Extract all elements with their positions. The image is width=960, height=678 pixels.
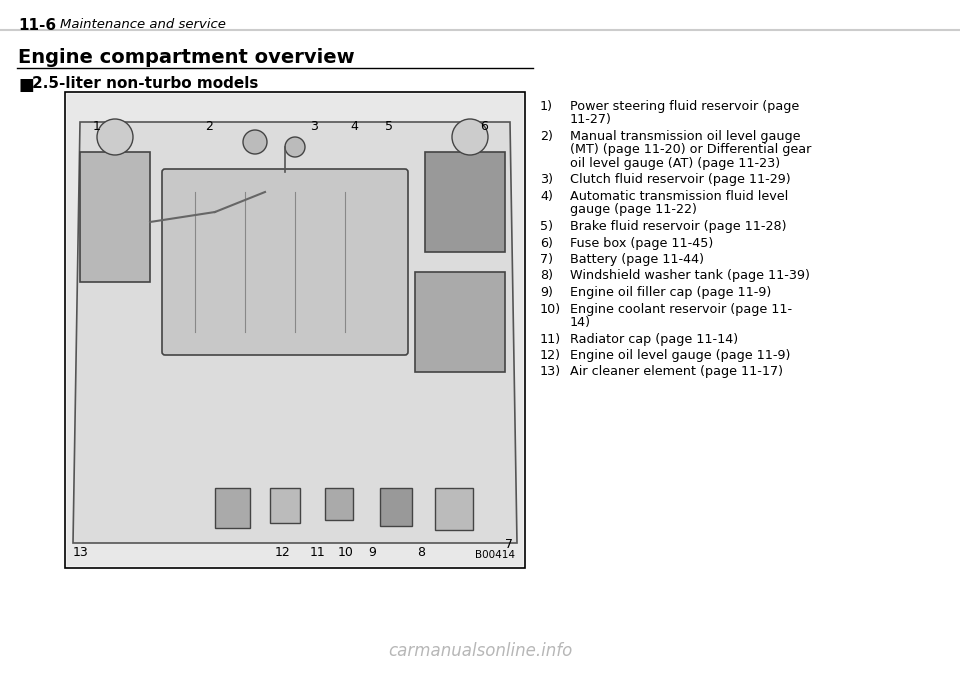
Bar: [80, 152, 150, 282]
Text: 4: 4: [350, 120, 358, 133]
Circle shape: [97, 119, 133, 155]
Text: 4): 4): [540, 190, 553, 203]
Text: 1: 1: [93, 120, 101, 133]
Bar: [435, 488, 473, 530]
Bar: [65, 92, 525, 568]
Text: Windshield washer tank (page 11-39): Windshield washer tank (page 11-39): [570, 269, 810, 283]
Text: 7: 7: [505, 538, 513, 551]
Text: 9): 9): [540, 286, 553, 299]
Text: 5: 5: [385, 120, 393, 133]
Text: Engine oil level gauge (page 11-9): Engine oil level gauge (page 11-9): [570, 349, 790, 362]
Polygon shape: [73, 122, 517, 543]
Text: oil level gauge (AT) (page 11-23): oil level gauge (AT) (page 11-23): [570, 157, 780, 170]
Text: gauge (page 11-22): gauge (page 11-22): [570, 203, 697, 216]
Text: 6): 6): [540, 237, 553, 250]
Text: 13: 13: [73, 546, 88, 559]
Text: 6: 6: [480, 120, 488, 133]
Text: 3: 3: [310, 120, 318, 133]
Text: 11: 11: [310, 546, 325, 559]
Bar: [380, 488, 412, 526]
Text: Maintenance and service: Maintenance and service: [60, 18, 226, 31]
Text: Manual transmission oil level gauge: Manual transmission oil level gauge: [570, 130, 801, 143]
Text: Clutch fluid reservoir (page 11-29): Clutch fluid reservoir (page 11-29): [570, 174, 791, 186]
Text: (MT) (page 11-20) or Differential gear: (MT) (page 11-20) or Differential gear: [570, 144, 811, 157]
Bar: [325, 488, 353, 520]
Text: Battery (page 11-44): Battery (page 11-44): [570, 253, 704, 266]
FancyBboxPatch shape: [162, 169, 408, 355]
Text: Automatic transmission fluid level: Automatic transmission fluid level: [570, 190, 788, 203]
Text: carmanualsonline.info: carmanualsonline.info: [388, 642, 572, 660]
Text: ■: ■: [18, 76, 34, 94]
Text: Engine oil filler cap (page 11-9): Engine oil filler cap (page 11-9): [570, 286, 771, 299]
Bar: [270, 488, 300, 523]
Bar: [67, 94, 523, 566]
Bar: [415, 272, 505, 372]
Text: Engine compartment overview: Engine compartment overview: [18, 48, 354, 67]
Text: 12): 12): [540, 349, 561, 362]
Bar: [215, 488, 250, 528]
Text: Radiator cap (page 11-14): Radiator cap (page 11-14): [570, 332, 738, 346]
Text: 2: 2: [205, 120, 213, 133]
Circle shape: [243, 130, 267, 154]
Bar: [425, 152, 505, 252]
Text: 2.5-liter non-turbo models: 2.5-liter non-turbo models: [32, 76, 258, 91]
Text: 10: 10: [338, 546, 354, 559]
Circle shape: [452, 119, 488, 155]
Text: 10): 10): [540, 302, 562, 315]
Text: 11): 11): [540, 332, 562, 346]
Text: 3): 3): [540, 174, 553, 186]
Text: 11-6: 11-6: [18, 18, 56, 33]
Text: Air cleaner element (page 11-17): Air cleaner element (page 11-17): [570, 365, 783, 378]
Text: Engine coolant reservoir (page 11-: Engine coolant reservoir (page 11-: [570, 302, 792, 315]
Text: 5): 5): [540, 220, 553, 233]
Text: 13): 13): [540, 365, 562, 378]
Text: Brake fluid reservoir (page 11-28): Brake fluid reservoir (page 11-28): [570, 220, 786, 233]
Text: 9: 9: [368, 546, 376, 559]
Text: Power steering fluid reservoir (page: Power steering fluid reservoir (page: [570, 100, 800, 113]
Text: 7): 7): [540, 253, 553, 266]
Text: 12: 12: [275, 546, 291, 559]
Text: 8: 8: [417, 546, 425, 559]
Text: 8): 8): [540, 269, 553, 283]
Text: B00414: B00414: [475, 550, 515, 560]
Text: 11-27): 11-27): [570, 113, 612, 127]
Text: Fuse box (page 11-45): Fuse box (page 11-45): [570, 237, 713, 250]
Text: 2): 2): [540, 130, 553, 143]
Text: 14): 14): [570, 316, 591, 329]
Circle shape: [285, 137, 305, 157]
Text: 1): 1): [540, 100, 553, 113]
